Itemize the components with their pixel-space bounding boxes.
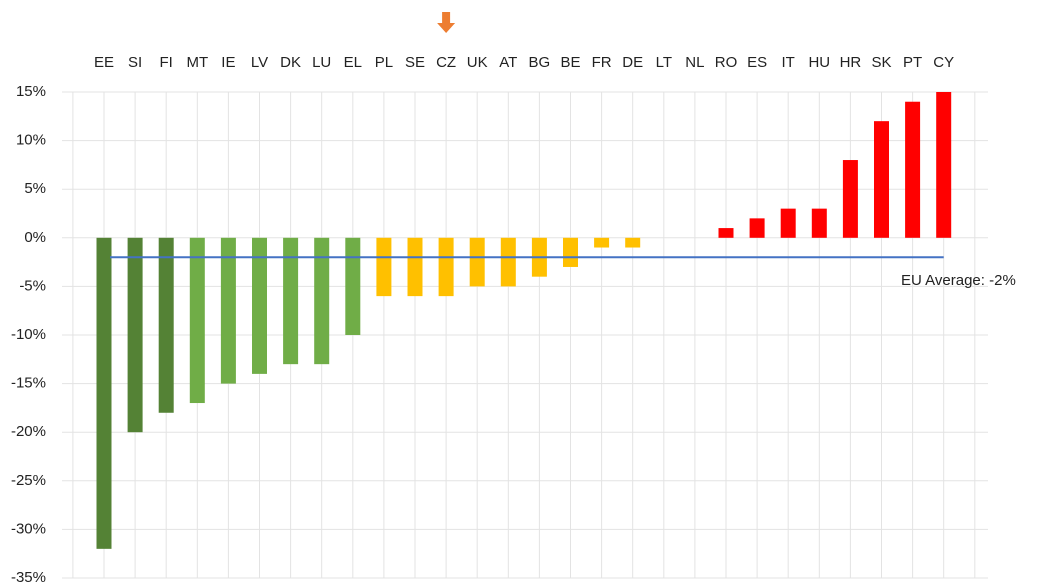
bar bbox=[220, 237, 236, 384]
y-tick-label: -20% bbox=[11, 423, 46, 440]
bar bbox=[158, 237, 174, 413]
x-tick-label: HR bbox=[840, 54, 862, 71]
y-tick-label: -15% bbox=[11, 375, 46, 392]
average-label: EU Average: -2% bbox=[901, 272, 1016, 289]
y-tick-label: 10% bbox=[16, 132, 46, 149]
x-tick-label: CY bbox=[933, 54, 954, 71]
y-tick-label: -25% bbox=[11, 472, 46, 489]
x-tick-label: BE bbox=[560, 54, 580, 71]
bar bbox=[345, 237, 361, 335]
bar bbox=[376, 237, 392, 297]
y-tick-label: 0% bbox=[24, 229, 46, 246]
bar bbox=[594, 237, 610, 248]
x-tick-label: CZ bbox=[436, 54, 456, 71]
bar bbox=[749, 218, 765, 238]
x-tick-label: IE bbox=[221, 54, 235, 71]
bar bbox=[469, 237, 485, 287]
bar bbox=[874, 121, 889, 238]
x-tick-label: RO bbox=[715, 54, 738, 71]
x-tick-label: LV bbox=[251, 54, 268, 71]
y-tick-label: 5% bbox=[24, 180, 46, 197]
x-tick-label: EE bbox=[94, 54, 114, 71]
bar bbox=[96, 237, 112, 549]
x-tick-label: LT bbox=[656, 54, 672, 71]
x-tick-label: SK bbox=[871, 54, 891, 71]
x-tick-label: EL bbox=[344, 54, 362, 71]
bar bbox=[718, 228, 734, 238]
bar bbox=[438, 237, 454, 297]
bar bbox=[811, 208, 827, 238]
bar bbox=[314, 237, 330, 365]
bar bbox=[500, 237, 516, 287]
x-tick-label: ES bbox=[747, 54, 767, 71]
x-tick-label: AT bbox=[499, 54, 517, 71]
x-tick-label: DE bbox=[622, 54, 643, 71]
bar bbox=[905, 101, 921, 238]
bar bbox=[625, 237, 641, 248]
x-tick-label: PL bbox=[375, 54, 393, 71]
x-tick-label: HU bbox=[808, 54, 830, 71]
bar bbox=[407, 237, 423, 297]
x-tick-label: SE bbox=[405, 54, 425, 71]
x-tick-label: DK bbox=[280, 54, 301, 71]
bar bbox=[563, 237, 578, 267]
bar bbox=[780, 208, 796, 238]
y-tick-label: -5% bbox=[19, 277, 46, 294]
x-tick-label: MT bbox=[186, 54, 208, 71]
y-tick-label: 15% bbox=[16, 83, 46, 100]
x-tick-label: FI bbox=[160, 54, 173, 71]
x-tick-label: LU bbox=[312, 54, 331, 71]
x-tick-label: IT bbox=[782, 54, 795, 71]
bar bbox=[127, 237, 143, 433]
bar bbox=[189, 237, 205, 404]
y-tick-label: -35% bbox=[11, 569, 46, 585]
x-tick-label: UK bbox=[467, 54, 488, 71]
y-tick-label: -30% bbox=[11, 520, 46, 537]
highlight-arrow bbox=[437, 12, 456, 33]
bar bbox=[252, 237, 267, 374]
bar bbox=[283, 237, 299, 365]
x-tick-label: PT bbox=[903, 54, 922, 71]
x-tick-label: NL bbox=[685, 54, 704, 71]
bar bbox=[842, 160, 858, 238]
x-tick-label: BG bbox=[529, 54, 551, 71]
y-tick-label: -10% bbox=[11, 326, 46, 343]
bar bbox=[936, 92, 952, 238]
x-tick-label: SI bbox=[128, 54, 142, 71]
x-tick-label: FR bbox=[592, 54, 612, 71]
